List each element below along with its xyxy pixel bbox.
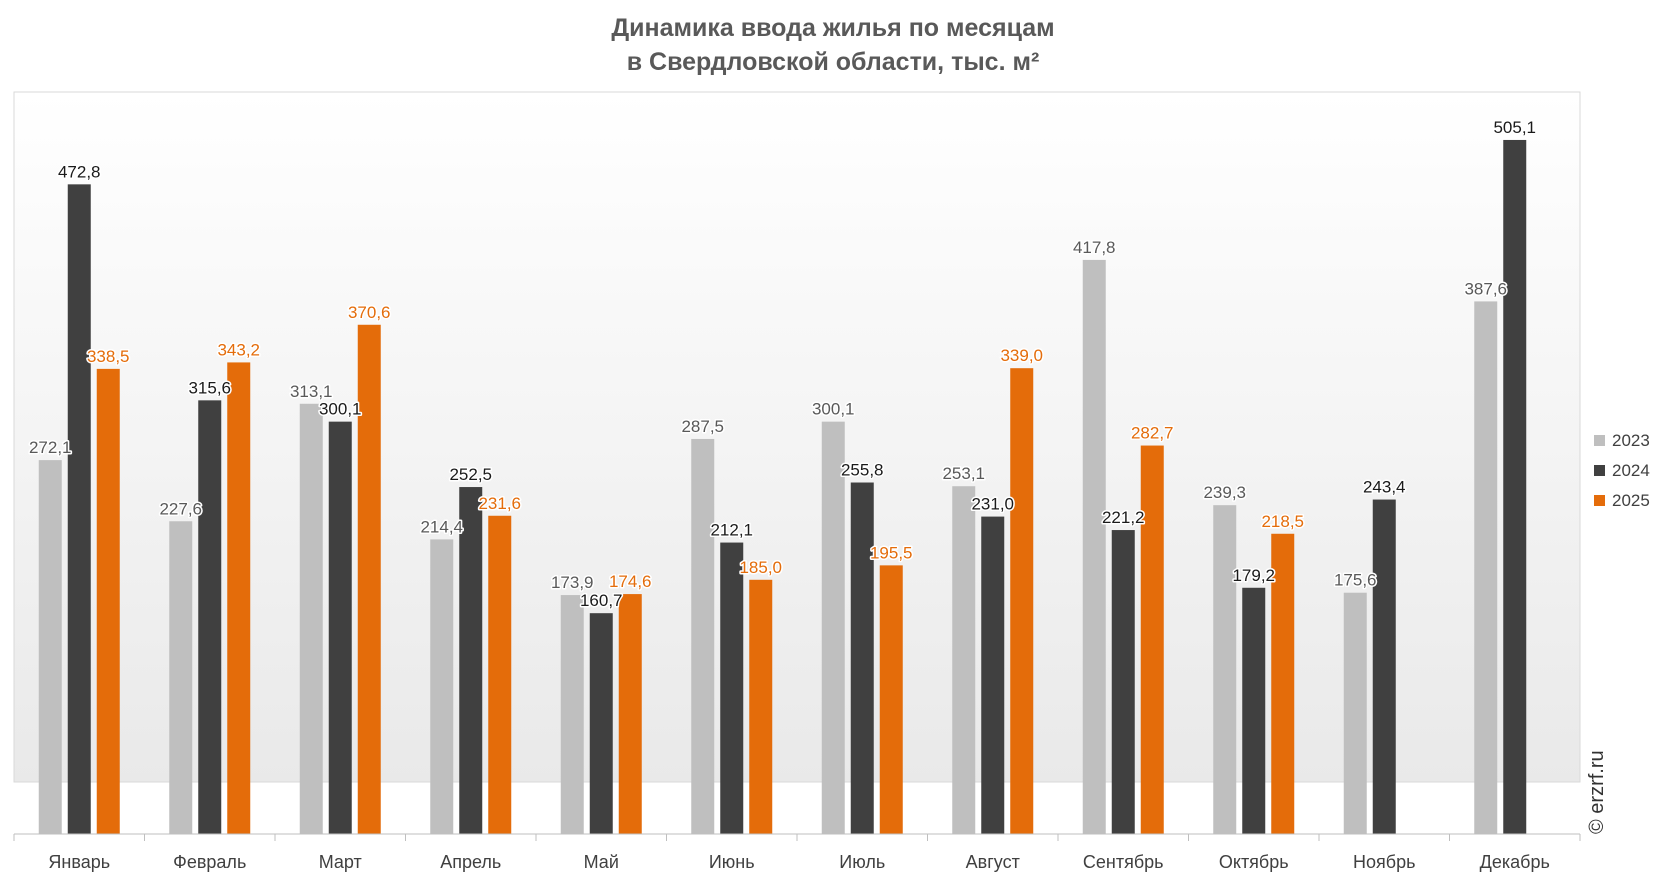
bar-2025-3: [357, 324, 381, 834]
x-tick-label: Октябрь: [1219, 852, 1289, 872]
bar-2023-5: [560, 595, 584, 834]
bar-2024-6: [720, 542, 744, 834]
watermark-text: © erzrf.ru: [1586, 750, 1608, 834]
data-label-2023-12: 387,6: [1464, 279, 1507, 298]
bar-labels-group: 272,1472,8338,5227,6315,6343,2313,1300,1…: [27, 116, 1537, 611]
bar-2024-12: [1503, 139, 1527, 834]
x-tick-label: Апрель: [440, 852, 501, 872]
bar-2024-9: [1111, 530, 1135, 834]
legend-label-2024: 2024: [1612, 461, 1650, 480]
data-label-2024-4: 252,5: [449, 465, 492, 484]
bar-2023-4: [430, 539, 454, 834]
data-label-2024-6: 212,1: [710, 521, 753, 540]
bar-2023-1: [38, 460, 62, 834]
legend-swatch-2024: [1594, 465, 1605, 476]
bar-2023-2: [169, 521, 193, 834]
x-axis-ticks: [13, 834, 1581, 841]
plot-area: [13, 91, 1581, 783]
bar-2024-1: [67, 184, 91, 835]
bar-2025-9: [1140, 445, 1164, 834]
bar-2023-7: [821, 421, 845, 834]
data-label-2024-3: 300,1: [319, 400, 362, 419]
bar-2024-11: [1372, 499, 1396, 834]
data-label-2025-8: 339,0: [1000, 346, 1043, 365]
data-label-2025-10: 218,5: [1261, 512, 1304, 531]
data-label-2023-6: 287,5: [681, 417, 724, 436]
legend-label-2025: 2025: [1612, 491, 1650, 510]
bar-2025-4: [488, 515, 512, 834]
x-tick-label: Май: [584, 852, 619, 872]
bar-2024-3: [328, 421, 352, 834]
bar-2024-5: [589, 613, 613, 834]
bar-2025-1: [96, 368, 120, 834]
data-label-2025-6: 185,0: [739, 558, 782, 577]
x-tick-label: Март: [319, 852, 362, 872]
bar-2024-8: [981, 516, 1005, 834]
x-tick-label: Декабрь: [1480, 852, 1550, 872]
x-tick-label: Январь: [48, 852, 110, 872]
data-label-2023-5: 173,9: [551, 573, 594, 592]
data-label-2025-5: 174,6: [609, 572, 652, 591]
data-label-2025-3: 370,6: [348, 303, 391, 322]
bar-2023-8: [952, 486, 976, 834]
data-label-2025-1: 338,5: [87, 347, 130, 366]
data-label-2023-4: 214,4: [420, 517, 463, 536]
legend: 2023 2024 2025: [1594, 431, 1650, 510]
data-label-2023-3: 313,1: [290, 382, 333, 401]
chart-title-line-2: в Свердловской области, тыс. м²: [627, 48, 1040, 76]
x-tick-label: Ноябрь: [1353, 852, 1415, 872]
x-tick-label: Сентябрь: [1083, 852, 1164, 872]
data-label-2023-2: 227,6: [159, 499, 202, 518]
data-label-2025-9: 282,7: [1131, 424, 1174, 443]
data-label-2024-5: 160,7: [580, 591, 623, 610]
legend-swatch-2025: [1594, 495, 1605, 506]
bar-2023-9: [1082, 259, 1106, 834]
bars-group: [38, 139, 1527, 835]
x-tick-label: Август: [966, 852, 1020, 872]
data-label-2024-1: 472,8: [58, 162, 101, 181]
bar-2025-7: [879, 565, 903, 834]
bar-2025-6: [749, 579, 773, 834]
bar-2024-10: [1242, 587, 1266, 834]
bar-2023-3: [299, 403, 323, 834]
data-label-2023-1: 272,1: [29, 438, 72, 457]
data-label-2024-8: 231,0: [971, 495, 1014, 514]
bar-2023-6: [691, 438, 715, 834]
data-label-2023-11: 175,6: [1334, 571, 1377, 590]
bar-2023-11: [1343, 592, 1367, 834]
data-label-2023-7: 300,1: [812, 400, 855, 419]
bar-2023-12: [1474, 301, 1498, 834]
data-label-2023-10: 239,3: [1203, 483, 1246, 502]
bar-2024-2: [198, 400, 222, 834]
data-label-2023-8: 253,1: [942, 464, 985, 483]
data-label-2025-7: 195,5: [870, 543, 913, 562]
chart-title-line-1: Динамика ввода жилья по месяцам: [611, 14, 1054, 42]
bar-2025-10: [1271, 533, 1295, 834]
legend-label-2023: 2023: [1612, 431, 1650, 450]
data-label-2023-9: 417,8: [1073, 238, 1116, 257]
bar-2024-4: [459, 487, 483, 834]
x-tick-label: Июль: [839, 852, 885, 872]
x-axis-labels: Январь Февраль Март Апрель Май Июнь Июль Август…: [48, 852, 1549, 872]
data-label-2024-10: 179,2: [1232, 566, 1275, 585]
bar-2023-10: [1213, 505, 1237, 834]
bar-2025-5: [618, 594, 642, 834]
bar-2024-7: [850, 482, 874, 834]
legend-swatch-2023: [1594, 435, 1605, 446]
bar-2025-8: [1010, 368, 1034, 834]
data-label-2024-7: 255,8: [841, 461, 884, 480]
data-label-2025-2: 343,2: [217, 340, 260, 359]
data-label-2024-11: 243,4: [1363, 478, 1406, 497]
data-label-2024-12: 505,1: [1493, 118, 1536, 137]
x-tick-label: Июнь: [709, 852, 755, 872]
data-label-2024-9: 221,2: [1102, 508, 1145, 527]
x-tick-label: Февраль: [173, 852, 246, 872]
data-label-2024-2: 315,6: [188, 378, 231, 397]
bar-2025-2: [227, 362, 251, 834]
data-label-2025-4: 231,6: [478, 494, 521, 513]
